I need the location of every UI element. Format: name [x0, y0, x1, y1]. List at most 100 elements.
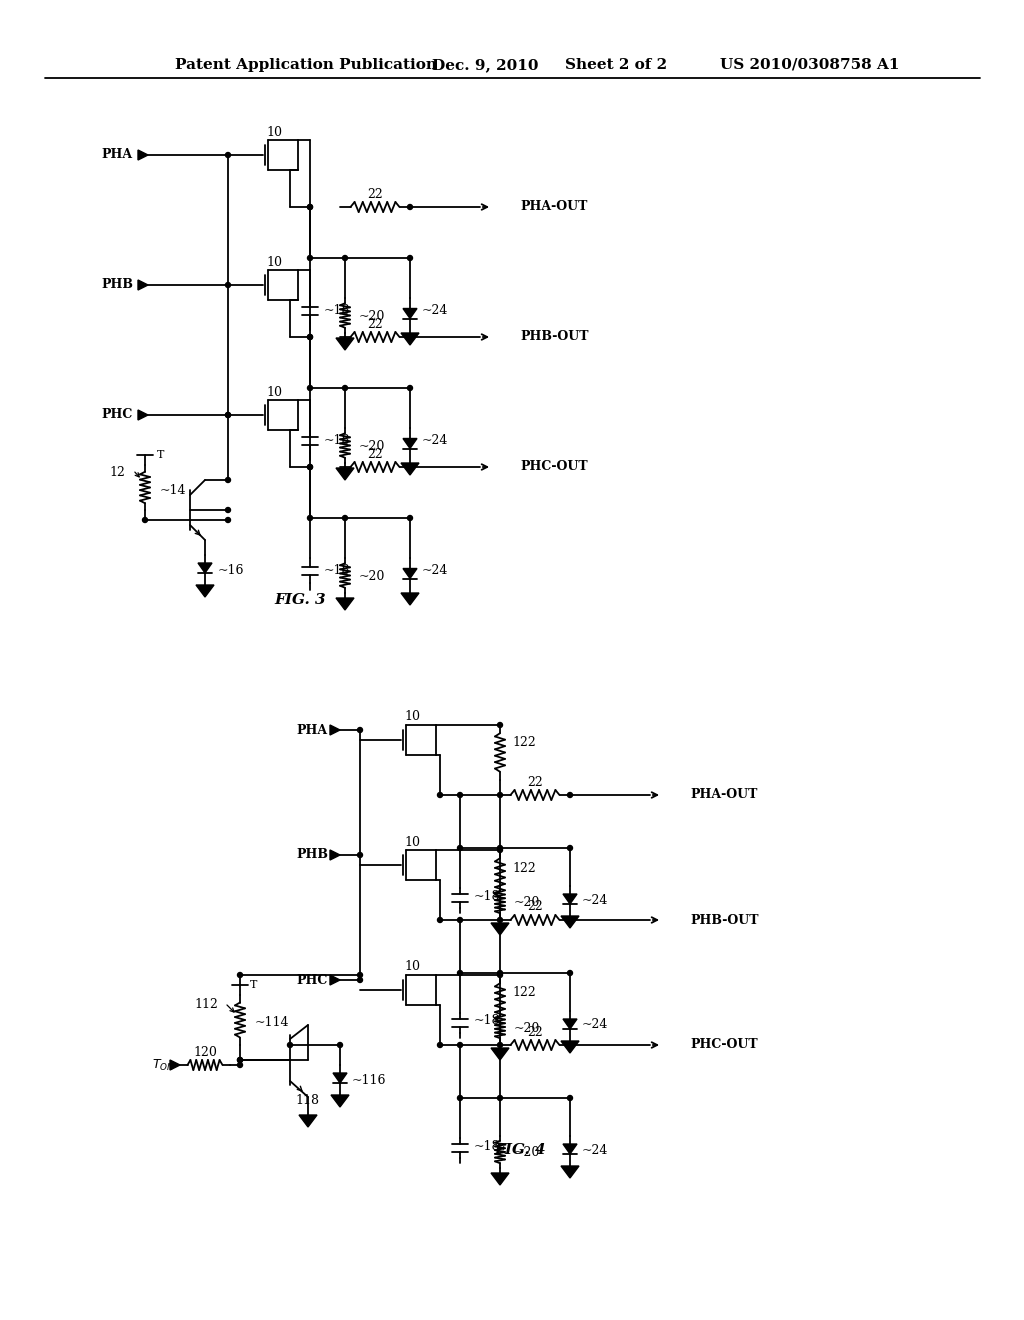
Circle shape — [357, 978, 362, 982]
Polygon shape — [563, 1019, 577, 1030]
Text: ~24: ~24 — [582, 1143, 608, 1156]
Text: ~116: ~116 — [352, 1073, 386, 1086]
Polygon shape — [401, 463, 419, 475]
Text: ~18: ~18 — [474, 890, 501, 903]
Text: ~24: ~24 — [582, 894, 608, 907]
Text: ~24: ~24 — [582, 1019, 608, 1031]
Circle shape — [307, 465, 312, 470]
Circle shape — [498, 792, 503, 797]
Polygon shape — [490, 1173, 509, 1185]
Circle shape — [225, 412, 230, 417]
Circle shape — [567, 846, 572, 850]
Text: ~14: ~14 — [160, 483, 186, 496]
Text: 120: 120 — [194, 1045, 217, 1059]
Text: ~24: ~24 — [422, 564, 449, 577]
Polygon shape — [403, 438, 417, 449]
Circle shape — [307, 516, 312, 520]
Circle shape — [307, 334, 312, 339]
Polygon shape — [561, 916, 579, 928]
Text: 22: 22 — [368, 187, 383, 201]
Text: PHA-OUT: PHA-OUT — [520, 201, 588, 214]
Polygon shape — [401, 333, 419, 345]
Circle shape — [225, 517, 230, 523]
Text: ~18: ~18 — [324, 304, 350, 317]
Text: 22: 22 — [527, 1026, 543, 1039]
Text: 22: 22 — [527, 900, 543, 913]
Circle shape — [238, 1057, 243, 1063]
Polygon shape — [198, 564, 212, 573]
Text: 22: 22 — [368, 318, 383, 330]
Text: ~18: ~18 — [324, 564, 350, 577]
Circle shape — [342, 516, 347, 520]
Circle shape — [142, 517, 147, 523]
Text: Sheet 2 of 2: Sheet 2 of 2 — [565, 58, 667, 73]
Text: T: T — [250, 979, 257, 990]
Text: ~18: ~18 — [324, 433, 350, 446]
Circle shape — [225, 507, 230, 512]
Circle shape — [567, 970, 572, 975]
Circle shape — [567, 1043, 572, 1048]
Text: ~20: ~20 — [359, 309, 385, 322]
Polygon shape — [138, 150, 148, 160]
Circle shape — [238, 1063, 243, 1068]
Circle shape — [458, 792, 463, 797]
Polygon shape — [403, 309, 417, 318]
Circle shape — [357, 853, 362, 858]
Circle shape — [307, 256, 312, 260]
Text: PHC-OUT: PHC-OUT — [520, 461, 588, 474]
Text: 122: 122 — [512, 862, 536, 874]
Text: PHC: PHC — [101, 408, 133, 421]
Polygon shape — [490, 1048, 509, 1060]
Text: US 2010/0308758 A1: US 2010/0308758 A1 — [720, 58, 899, 73]
Text: PHC: PHC — [297, 974, 328, 986]
Circle shape — [408, 385, 413, 391]
Text: ~18: ~18 — [474, 1015, 501, 1027]
Polygon shape — [330, 725, 340, 735]
Text: FIG. 3: FIG. 3 — [274, 593, 326, 607]
Circle shape — [498, 1043, 503, 1048]
Text: PHA: PHA — [101, 149, 133, 161]
Polygon shape — [563, 1144, 577, 1154]
Text: 10: 10 — [404, 961, 420, 974]
Text: PHB: PHB — [101, 279, 133, 292]
Circle shape — [498, 722, 503, 727]
Text: ~18: ~18 — [474, 1139, 501, 1152]
Text: 10: 10 — [266, 256, 282, 268]
Text: ~16: ~16 — [218, 564, 245, 577]
Text: 12: 12 — [110, 466, 125, 479]
Polygon shape — [330, 975, 340, 985]
Text: ~20: ~20 — [359, 569, 385, 582]
Circle shape — [408, 334, 413, 339]
Text: ~24: ~24 — [422, 433, 449, 446]
Circle shape — [498, 973, 503, 978]
Circle shape — [357, 727, 362, 733]
Circle shape — [307, 205, 312, 210]
Circle shape — [437, 917, 442, 923]
Circle shape — [458, 1096, 463, 1101]
Circle shape — [498, 917, 503, 923]
Polygon shape — [330, 850, 340, 861]
Circle shape — [567, 917, 572, 923]
Circle shape — [458, 846, 463, 850]
Text: $T_{ON}$: $T_{ON}$ — [153, 1057, 175, 1073]
Circle shape — [288, 1043, 293, 1048]
Circle shape — [458, 917, 463, 923]
Text: PHA: PHA — [297, 723, 328, 737]
Circle shape — [498, 1096, 503, 1101]
Circle shape — [498, 847, 503, 853]
Text: 22: 22 — [527, 776, 543, 788]
Circle shape — [357, 973, 362, 978]
Polygon shape — [333, 1073, 347, 1082]
Text: ~24: ~24 — [422, 304, 449, 317]
Polygon shape — [401, 593, 419, 605]
Text: 10: 10 — [404, 836, 420, 849]
Text: 10: 10 — [266, 385, 282, 399]
Circle shape — [437, 792, 442, 797]
Circle shape — [567, 792, 572, 797]
Polygon shape — [331, 1096, 349, 1107]
Polygon shape — [299, 1115, 317, 1127]
Circle shape — [225, 412, 230, 417]
Circle shape — [498, 970, 503, 975]
Text: T: T — [157, 450, 165, 459]
Polygon shape — [561, 1041, 579, 1053]
